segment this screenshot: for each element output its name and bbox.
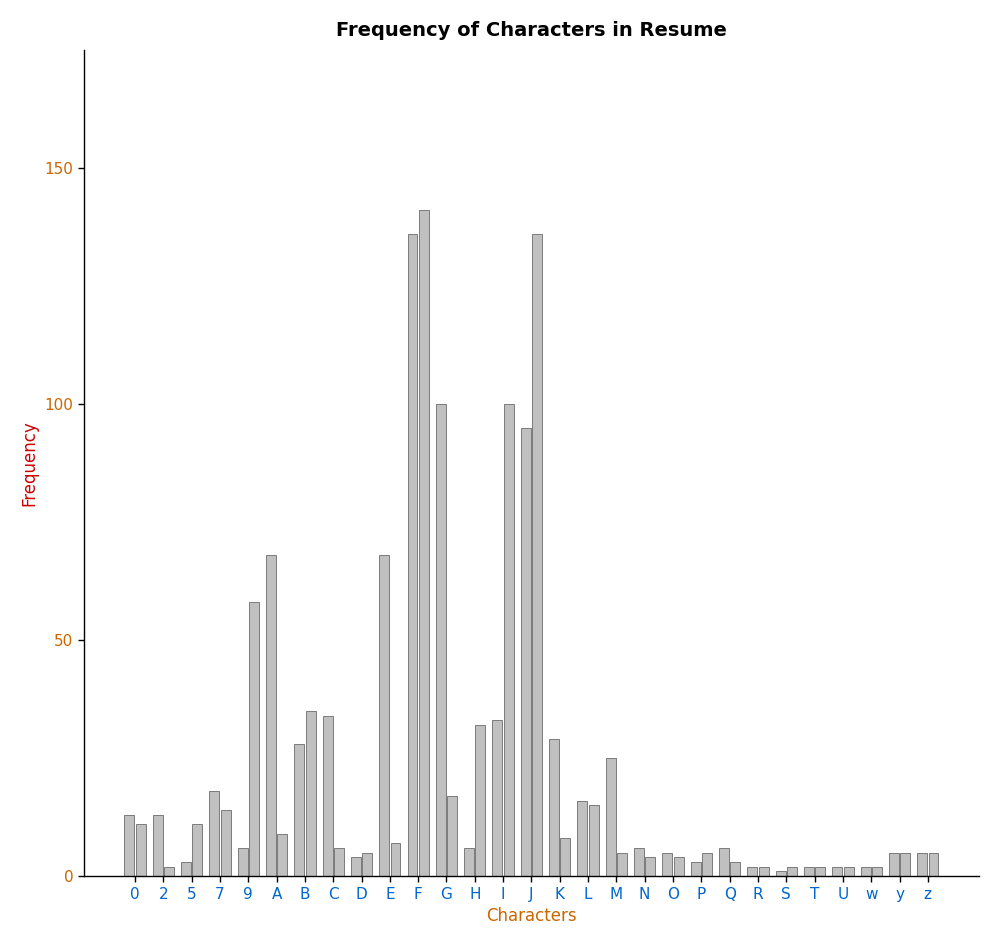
- Bar: [747, 867, 757, 876]
- Bar: [549, 739, 559, 876]
- Bar: [532, 234, 542, 876]
- Bar: [209, 791, 219, 876]
- Bar: [419, 210, 429, 876]
- Bar: [776, 871, 786, 876]
- Bar: [900, 852, 910, 876]
- Bar: [929, 852, 938, 876]
- Bar: [408, 234, 417, 876]
- Bar: [249, 603, 259, 876]
- Bar: [560, 838, 570, 876]
- Bar: [379, 555, 389, 876]
- Bar: [804, 867, 814, 876]
- Bar: [589, 805, 599, 876]
- Bar: [475, 725, 485, 876]
- Bar: [719, 848, 729, 876]
- Bar: [606, 758, 616, 876]
- Bar: [266, 555, 276, 876]
- Bar: [872, 867, 882, 876]
- Title: Frequency of Characters in Resume: Frequency of Characters in Resume: [336, 21, 727, 40]
- Bar: [759, 867, 769, 876]
- Bar: [277, 833, 287, 876]
- Bar: [634, 848, 644, 876]
- Bar: [192, 824, 202, 876]
- Bar: [362, 852, 372, 876]
- Bar: [334, 848, 344, 876]
- Bar: [504, 404, 514, 876]
- Bar: [447, 796, 457, 876]
- Bar: [294, 744, 304, 876]
- X-axis label: Characters: Characters: [486, 907, 577, 925]
- Bar: [917, 852, 927, 876]
- Bar: [492, 720, 502, 876]
- Bar: [861, 867, 871, 876]
- Bar: [391, 843, 400, 876]
- Bar: [136, 824, 146, 876]
- Bar: [889, 852, 899, 876]
- Bar: [124, 815, 134, 876]
- Bar: [702, 852, 712, 876]
- Bar: [521, 428, 531, 876]
- Bar: [306, 710, 316, 876]
- Bar: [181, 862, 191, 876]
- Bar: [832, 867, 842, 876]
- Bar: [164, 867, 174, 876]
- Bar: [221, 810, 231, 876]
- Bar: [691, 862, 701, 876]
- Bar: [787, 867, 797, 876]
- Y-axis label: Frequency: Frequency: [21, 420, 39, 506]
- Bar: [351, 857, 361, 876]
- Bar: [674, 857, 684, 876]
- Bar: [662, 852, 672, 876]
- Bar: [153, 815, 163, 876]
- Bar: [844, 867, 854, 876]
- Bar: [238, 848, 248, 876]
- Bar: [645, 857, 655, 876]
- Bar: [617, 852, 627, 876]
- Bar: [730, 862, 740, 876]
- Bar: [464, 848, 474, 876]
- Bar: [577, 800, 587, 876]
- Bar: [436, 404, 446, 876]
- Bar: [815, 867, 825, 876]
- Bar: [323, 715, 333, 876]
